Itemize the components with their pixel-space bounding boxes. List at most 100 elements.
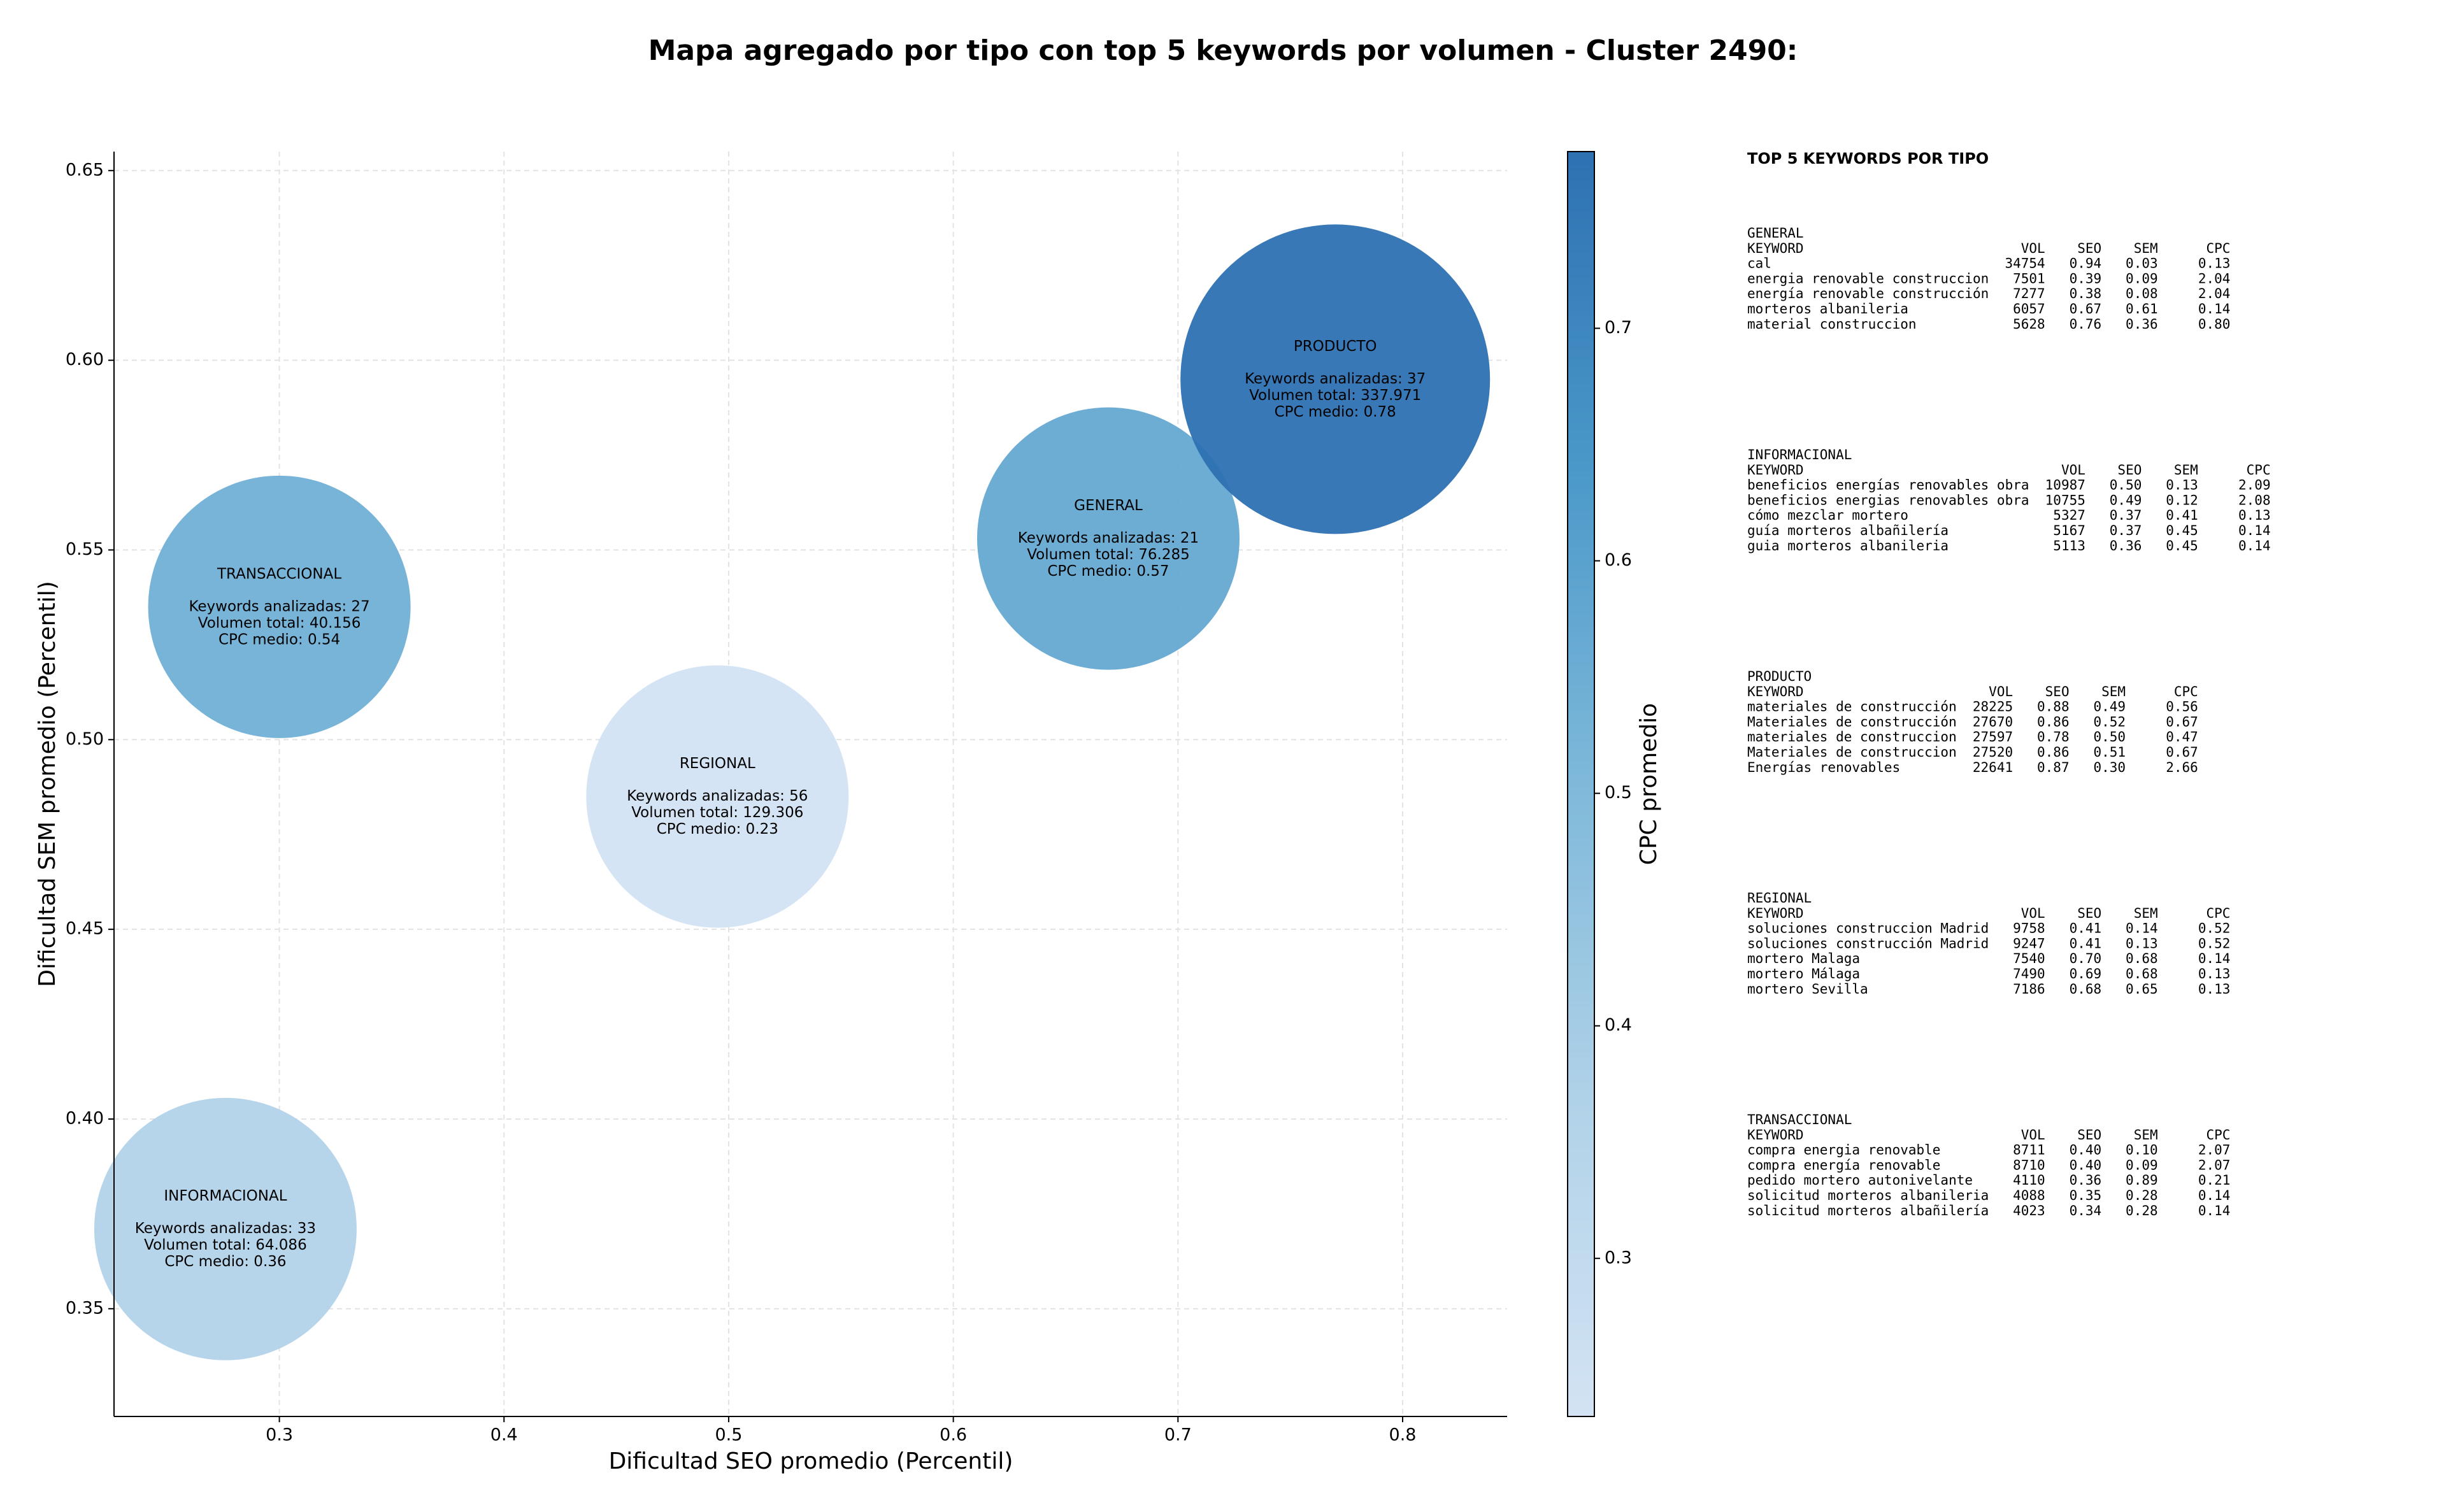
colorbar bbox=[1567, 151, 1595, 1417]
panel-cell: 0.45 bbox=[2166, 523, 2198, 538]
x-axis-label: Dificultad SEO promedio (Percentil) bbox=[609, 1448, 1013, 1474]
panel-cell: guía morteros albañilería bbox=[1747, 523, 1949, 538]
bubble-label: INFORMACIONAL bbox=[164, 1188, 287, 1204]
panel-cell: 0.94 bbox=[2070, 256, 2102, 271]
panel-cell: 8711 bbox=[2013, 1143, 2045, 1158]
panel-cell: 0.87 bbox=[2037, 760, 2070, 775]
bubble-annotation: CPC medio: 0.23 bbox=[657, 821, 778, 838]
panel-cell: 0.41 bbox=[2070, 921, 2102, 936]
panel-cell: 0.47 bbox=[2166, 729, 2198, 745]
bubble bbox=[976, 407, 1240, 670]
x-tick-label: 0.8 bbox=[1389, 1425, 1417, 1445]
bubble-annotation: CPC medio: 0.57 bbox=[1047, 563, 1169, 580]
y-axis-label: Dificultad SEM promedio (Percentil) bbox=[34, 581, 61, 987]
panel-cell: 0.68 bbox=[2126, 951, 2158, 966]
panel-cell: 0.40 bbox=[2070, 1157, 2102, 1173]
panel-cell: Materiales de construcción bbox=[1747, 714, 1957, 729]
panel-cell: cal bbox=[1747, 256, 1771, 271]
panel-cell: 2.66 bbox=[2166, 760, 2198, 775]
panel-cell: beneficios energias renovables obra bbox=[1747, 492, 2029, 508]
panel-cell: 7540 bbox=[2013, 951, 2045, 966]
panel-cell: 0.56 bbox=[2166, 699, 2198, 715]
panel-cell: 7186 bbox=[2013, 981, 2045, 997]
panel-cell: guia morteros albanileria bbox=[1747, 538, 1949, 553]
bubble-label: PRODUCTO bbox=[1294, 338, 1377, 355]
panel-column-header: VOL bbox=[1989, 684, 2013, 699]
bubble-annotation: Volumen total: 337.971 bbox=[1249, 387, 1421, 404]
panel-cell: 0.13 bbox=[2198, 966, 2231, 981]
panel-cell: 0.28 bbox=[2126, 1188, 2158, 1203]
panel-cell: 5327 bbox=[2053, 508, 2085, 523]
bubble-label: GENERAL bbox=[1074, 497, 1143, 514]
y-tick-label: 0.50 bbox=[66, 729, 104, 749]
panel-cell: 0.13 bbox=[2166, 478, 2198, 493]
bubble-annotation: Keywords analizadas: 27 bbox=[189, 598, 369, 615]
y-tick-label: 0.35 bbox=[66, 1298, 104, 1318]
panel-cell: 4110 bbox=[2013, 1173, 2045, 1188]
panel-column-header: CPC bbox=[2247, 462, 2271, 478]
panel-cell: 0.50 bbox=[2094, 729, 2126, 745]
panel-cell: 10755 bbox=[2045, 492, 2085, 508]
panel-cell: 0.37 bbox=[2110, 523, 2142, 538]
panel-column-header: CPC bbox=[2206, 241, 2230, 256]
panel-cell: 0.10 bbox=[2126, 1143, 2158, 1158]
panel-cell: 0.68 bbox=[2070, 981, 2102, 997]
panel-cell: 7501 bbox=[2013, 271, 2045, 286]
panel-cell: 27520 bbox=[1973, 745, 2013, 760]
panel-cell: 2.09 bbox=[2238, 478, 2271, 493]
panel-cell: soluciones construccion Madrid bbox=[1747, 921, 1989, 936]
colorbar-tick-label: 0.3 bbox=[1605, 1248, 1632, 1267]
panel-cell: mortero Málaga bbox=[1747, 966, 1860, 981]
bubble bbox=[586, 665, 849, 928]
panel-cell: 7490 bbox=[2013, 966, 2045, 981]
panel-cell: cómo mezclar mortero bbox=[1747, 508, 1908, 523]
panel-cell: 0.36 bbox=[2070, 1173, 2102, 1188]
panel-section-name: INFORMACIONAL bbox=[1747, 447, 1852, 462]
panel-cell: 27670 bbox=[1973, 714, 2013, 729]
panel-section-name: TRANSACCIONAL bbox=[1747, 1112, 1852, 1127]
panel-cell: 0.13 bbox=[2198, 981, 2231, 997]
y-tick-label: 0.60 bbox=[66, 350, 104, 369]
panel-cell: 0.86 bbox=[2037, 745, 2070, 760]
panel-cell: 0.41 bbox=[2070, 936, 2102, 951]
panel-column-header: VOL bbox=[2021, 241, 2045, 256]
bubble-annotation: Keywords analizadas: 37 bbox=[1245, 371, 1426, 387]
bubble bbox=[94, 1097, 357, 1360]
panel-cell: 5113 bbox=[2053, 538, 2085, 553]
panel-cell: 4088 bbox=[2013, 1188, 2045, 1203]
panel-column-header: KEYWORD bbox=[1747, 684, 1804, 699]
panel-cell: mortero Malaga bbox=[1747, 951, 1860, 966]
panel-cell: 0.34 bbox=[2070, 1203, 2102, 1218]
panel-column-header: KEYWORD bbox=[1747, 462, 1804, 478]
colorbar-label: CPC promedio bbox=[1636, 703, 1662, 865]
panel-cell: 0.14 bbox=[2238, 523, 2271, 538]
panel-cell: 0.76 bbox=[2070, 317, 2102, 332]
x-tick-label: 0.4 bbox=[490, 1425, 518, 1445]
panel-cell: mortero Sevilla bbox=[1747, 981, 1868, 997]
panel-cell: 22641 bbox=[1973, 760, 2013, 775]
panel-cell: 0.80 bbox=[2198, 317, 2231, 332]
panel-cell: 7277 bbox=[2013, 286, 2045, 301]
x-tick-label: 0.7 bbox=[1164, 1425, 1192, 1445]
panel-cell: 0.12 bbox=[2166, 492, 2198, 508]
panel-cell: 0.14 bbox=[2198, 951, 2231, 966]
panel-column-header: VOL bbox=[2021, 1127, 2045, 1143]
panel-column-header: KEYWORD bbox=[1747, 906, 1804, 921]
panel-cell: 0.49 bbox=[2110, 492, 2142, 508]
panel-cell: 2.04 bbox=[2198, 271, 2231, 286]
panel-cell: 0.14 bbox=[2198, 1188, 2231, 1203]
panel-column-header: SEM bbox=[2134, 1127, 2158, 1143]
panel-cell: Materiales de construccion bbox=[1747, 745, 1957, 760]
panel-cell: 0.86 bbox=[2037, 714, 2070, 729]
panel-column-header: VOL bbox=[2061, 462, 2085, 478]
panel-cell: soluciones construcción Madrid bbox=[1747, 936, 1989, 951]
y-tick-label: 0.45 bbox=[66, 919, 104, 939]
panel-cell: material construccion bbox=[1747, 317, 1917, 332]
panel-cell: 0.13 bbox=[2238, 508, 2271, 523]
panel-cell: 0.38 bbox=[2070, 286, 2102, 301]
panel-cell: 0.50 bbox=[2110, 478, 2142, 493]
chart-title: Mapa agregado por tipo con top 5 keyword… bbox=[648, 34, 1798, 67]
panel-column-header: KEYWORD bbox=[1747, 241, 1804, 256]
